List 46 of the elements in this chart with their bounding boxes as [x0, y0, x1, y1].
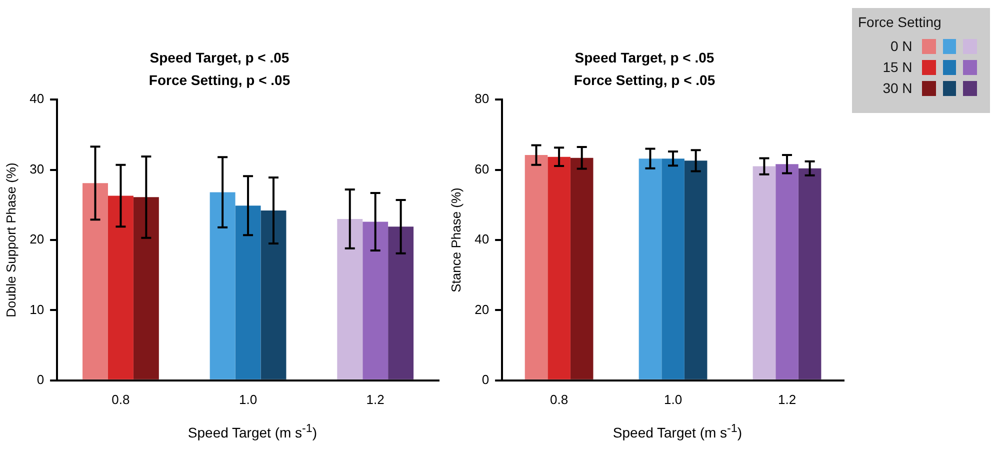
y-tick-label: 20 [30, 232, 44, 247]
bar [684, 160, 708, 380]
bar [82, 183, 108, 380]
x-tick-label: 0.8 [550, 392, 568, 407]
x-tick-label: 0.8 [112, 392, 130, 407]
legend-label: 15 N [882, 59, 912, 75]
bar [260, 210, 286, 380]
bar [362, 222, 388, 380]
bar [108, 196, 134, 380]
chart-subtitle: Force Setting, p < .05 [148, 72, 290, 88]
legend-title: Force Setting [858, 14, 942, 30]
y-tick-label: 80 [474, 91, 490, 106]
bar [388, 226, 414, 380]
y-axis-title: Double Support Phase (%) [3, 162, 18, 318]
x-tick-label: 1.2 [366, 392, 384, 407]
y-tick-label: 40 [30, 91, 44, 106]
bar [570, 158, 594, 380]
y-tick-label: 40 [474, 232, 490, 247]
x-axis-title: Speed Target (m s$^{-1}$) [186, 422, 318, 441]
bar [210, 192, 236, 380]
legend-label: 0 N [889, 38, 912, 54]
bar [235, 206, 261, 380]
bar [337, 218, 363, 380]
x-axis-title: Speed Target (m s$^{-1}$) [612, 422, 744, 441]
bar [776, 164, 798, 380]
chart-title: Speed Target, p < .05 [150, 49, 290, 66]
bar [798, 168, 822, 380]
y-tick-label: 20 [474, 302, 490, 317]
y-tick-label: 0 [482, 372, 490, 387]
y-tick-label: 0 [36, 372, 44, 387]
bar [638, 158, 662, 380]
y-tick-label: 10 [30, 302, 44, 317]
y-axis-title: Stance Phase (%) [448, 188, 464, 292]
bar [133, 197, 159, 380]
x-tick-label: 1.0 [238, 392, 258, 407]
y-tick-label: 30 [30, 161, 44, 176]
bar [752, 166, 776, 380]
bar [548, 156, 570, 380]
x-tick-label: 1.0 [664, 392, 682, 407]
chart-title: Speed Target, p < .05 [574, 49, 714, 66]
chart-subtitle: Force Setting, p < .05 [574, 72, 716, 88]
bar [524, 155, 548, 380]
x-tick-label: 1.2 [778, 392, 796, 407]
bar [662, 158, 684, 380]
y-tick-label: 60 [474, 161, 490, 176]
legend-label: 30 N [882, 80, 912, 96]
